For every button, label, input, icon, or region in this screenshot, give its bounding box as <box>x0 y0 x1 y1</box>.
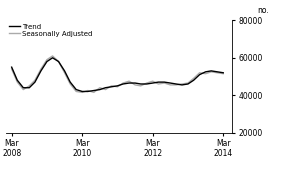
Legend: Trend, Seasonally Adjusted: Trend, Seasonally Adjusted <box>9 24 92 37</box>
Text: no.: no. <box>257 6 269 15</box>
